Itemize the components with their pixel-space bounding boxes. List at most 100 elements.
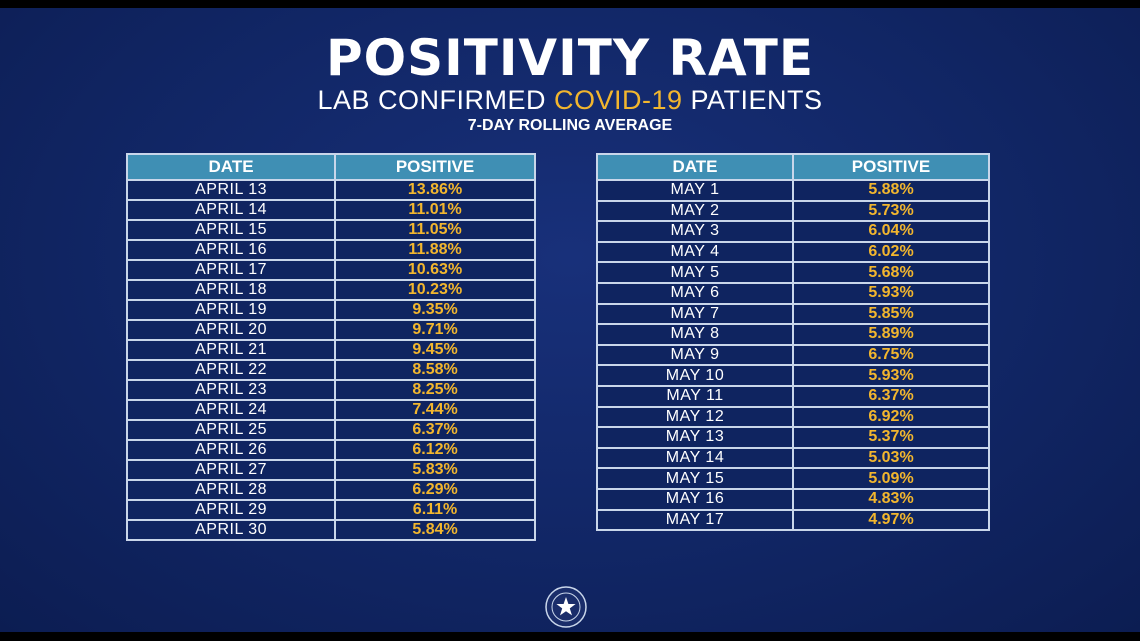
table-row: APRIL 22 8.58% — [125, 359, 536, 381]
subtitle-highlight: COVID-19 — [553, 85, 683, 115]
date-cell: APRIL 26 — [125, 439, 337, 461]
state-seal-icon — [545, 586, 587, 628]
table-row: APRIL 27 5.83% — [125, 459, 536, 481]
table-row: MAY 3 6.04% — [596, 220, 990, 243]
table-row: APRIL 18 10.23% — [125, 279, 536, 301]
subtitle-suffix: PATIENTS — [682, 85, 823, 115]
table-row: APRIL 21 9.45% — [125, 339, 536, 361]
positive-rate-cell: 6.12% — [334, 439, 536, 461]
table-row: MAY 12 6.92% — [596, 405, 990, 429]
table-row: MAY 8 5.89% — [596, 323, 990, 346]
positive-rate-cell: 5.37% — [792, 426, 990, 449]
table-row: MAY 17 4.97% — [596, 508, 990, 532]
table-row: APRIL 29 6.11% — [125, 499, 536, 521]
date-cell: MAY 15 — [596, 467, 794, 490]
date-cell: APRIL 20 — [125, 319, 337, 341]
positive-rate-cell: 6.92% — [792, 405, 990, 429]
table-row: MAY 9 6.75% — [596, 343, 990, 367]
date-cell: APRIL 15 — [125, 219, 337, 241]
subtitle: LAB CONFIRMED COVID-19 PATIENTS — [0, 85, 1140, 115]
april-rates-table: DATE POSITIVE APRIL 13 13.86% APRIL 14 11.0… — [125, 153, 536, 541]
positive-rate-cell: 5.03% — [792, 446, 990, 470]
positive-rate-cell: 4.83% — [792, 487, 990, 511]
positive-rate-cell: 9.35% — [334, 299, 536, 321]
table-row: APRIL 20 9.71% — [125, 319, 536, 341]
positive-rate-cell: 6.75% — [792, 343, 990, 367]
positive-rate-cell: 6.37% — [334, 419, 536, 441]
positive-rate-cell: 10.23% — [334, 279, 536, 301]
table-row: MAY 4 6.02% — [596, 240, 990, 264]
date-cell: APRIL 17 — [125, 259, 337, 281]
date-cell: MAY 6 — [596, 281, 794, 305]
date-cell: APRIL 23 — [125, 379, 337, 401]
date-cell: APRIL 18 — [125, 279, 337, 301]
date-column-header: DATE — [125, 153, 337, 181]
date-cell: APRIL 22 — [125, 359, 337, 381]
date-cell: MAY 9 — [596, 343, 794, 367]
date-cell: MAY 4 — [596, 240, 794, 264]
date-cell: MAY 16 — [596, 487, 794, 511]
subtitle-prefix: LAB CONFIRMED — [317, 85, 554, 115]
table-row: MAY 1 5.88% — [596, 179, 990, 202]
positive-rate-cell: 11.01% — [334, 199, 536, 221]
positive-rate-cell: 5.83% — [334, 459, 536, 481]
positive-rate-cell: 5.84% — [334, 519, 536, 541]
date-cell: MAY 12 — [596, 405, 794, 429]
positive-rate-cell: 6.11% — [334, 499, 536, 521]
date-cell: APRIL 25 — [125, 419, 337, 441]
date-cell: APRIL 27 — [125, 459, 337, 481]
table-row: APRIL 17 10.63% — [125, 259, 536, 281]
positive-rate-cell: 5.73% — [792, 199, 990, 223]
positive-rate-cell: 5.89% — [792, 323, 990, 346]
date-cell: APRIL 28 — [125, 479, 337, 501]
table-row: APRIL 23 8.25% — [125, 379, 536, 401]
positive-rate-cell: 5.85% — [792, 302, 990, 326]
positive-rate-cell: 6.37% — [792, 384, 990, 408]
table-row: MAY 13 5.37% — [596, 426, 990, 449]
positive-rate-cell: 8.58% — [334, 359, 536, 381]
positive-rate-cell: 6.04% — [792, 220, 990, 243]
positive-rate-cell: 6.02% — [792, 240, 990, 264]
positive-rate-cell: 11.88% — [334, 239, 536, 261]
table-header-row: DATE POSITIVE — [596, 153, 990, 181]
positive-rate-cell: 10.63% — [334, 259, 536, 281]
table-row: APRIL 28 6.29% — [125, 479, 536, 501]
date-cell: APRIL 13 — [125, 179, 337, 201]
date-cell: APRIL 24 — [125, 399, 337, 421]
table-row: APRIL 25 6.37% — [125, 419, 536, 441]
date-cell: MAY 2 — [596, 199, 794, 223]
date-cell: MAY 11 — [596, 384, 794, 408]
positive-rate-cell: 13.86% — [334, 179, 536, 201]
date-cell: APRIL 16 — [125, 239, 337, 261]
positive-rate-cell: 9.71% — [334, 319, 536, 341]
positive-rate-cell: 5.09% — [792, 467, 990, 490]
table-row: MAY 5 5.68% — [596, 261, 990, 284]
positive-rate-cell: 8.25% — [334, 379, 536, 401]
may-rows: MAY 1 5.88% MAY 2 5.73% MAY 3 6.04% MAY 4 6.02%… — [596, 179, 990, 532]
date-cell: APRIL 14 — [125, 199, 337, 221]
table-row: APRIL 14 11.01% — [125, 199, 536, 221]
positive-column-header: POSITIVE — [792, 153, 990, 181]
date-cell: MAY 7 — [596, 302, 794, 326]
date-cell: MAY 13 — [596, 426, 794, 449]
table-row: MAY 6 5.93% — [596, 281, 990, 305]
table-row: APRIL 19 9.35% — [125, 299, 536, 321]
table-row: APRIL 15 11.05% — [125, 219, 536, 241]
table-row: MAY 15 5.09% — [596, 467, 990, 490]
date-column-header: DATE — [596, 153, 794, 181]
date-cell: APRIL 30 — [125, 519, 337, 541]
caption: 7-DAY ROLLING AVERAGE — [467, 117, 673, 134]
date-cell: APRIL 29 — [125, 499, 337, 521]
table-row: APRIL 13 13.86% — [125, 179, 536, 201]
table-row: APRIL 26 6.12% — [125, 439, 536, 461]
table-row: MAY 11 6.37% — [596, 384, 990, 408]
date-cell: APRIL 21 — [125, 339, 337, 361]
positive-rate-cell: 6.29% — [334, 479, 536, 501]
date-cell: MAY 10 — [596, 364, 794, 387]
date-cell: MAY 17 — [596, 508, 794, 532]
date-cell: MAY 3 — [596, 220, 794, 243]
date-cell: MAY 14 — [596, 446, 794, 470]
positive-rate-cell: 5.88% — [792, 179, 990, 202]
positive-rate-cell: 11.05% — [334, 219, 536, 241]
